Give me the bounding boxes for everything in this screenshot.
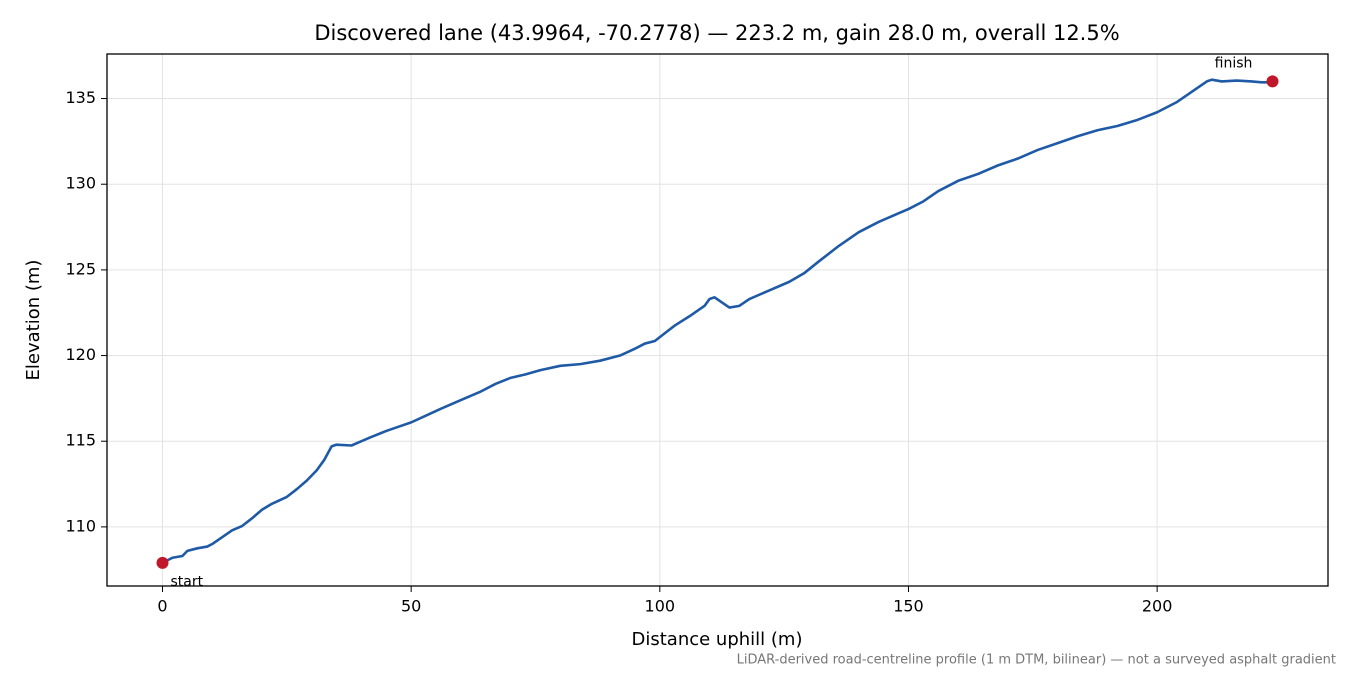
y-tick-label: 135	[65, 88, 96, 107]
endpoint-marker	[1266, 75, 1279, 88]
plot-frame	[106, 53, 1329, 587]
endpoint-label: finish	[1215, 55, 1253, 71]
y-tick-label: 130	[65, 174, 96, 193]
y-tick-label: 115	[65, 431, 96, 450]
footnote: LiDAR-derived road-centreline profile (1…	[737, 653, 1336, 668]
x-tick-label: 50	[401, 597, 421, 616]
y-tick-label: 110	[65, 516, 96, 535]
x-tick-label: 150	[893, 597, 924, 616]
x-tick-label: 200	[1142, 597, 1173, 616]
y-axis-label: Elevation (m)	[23, 260, 44, 381]
chart-title: Discovered lane (43.9964, -70.2778) — 22…	[314, 21, 1119, 45]
x-tick-label: 0	[157, 597, 167, 616]
endpoint-label: start	[171, 574, 204, 590]
x-tick-label: 100	[645, 597, 676, 616]
elevation-line	[161, 78, 1273, 565]
endpoint-marker	[156, 556, 169, 569]
x-axis-label: Distance uphill (m)	[632, 629, 803, 650]
y-tick-label: 125	[65, 259, 96, 278]
y-tick-label: 120	[65, 345, 96, 364]
